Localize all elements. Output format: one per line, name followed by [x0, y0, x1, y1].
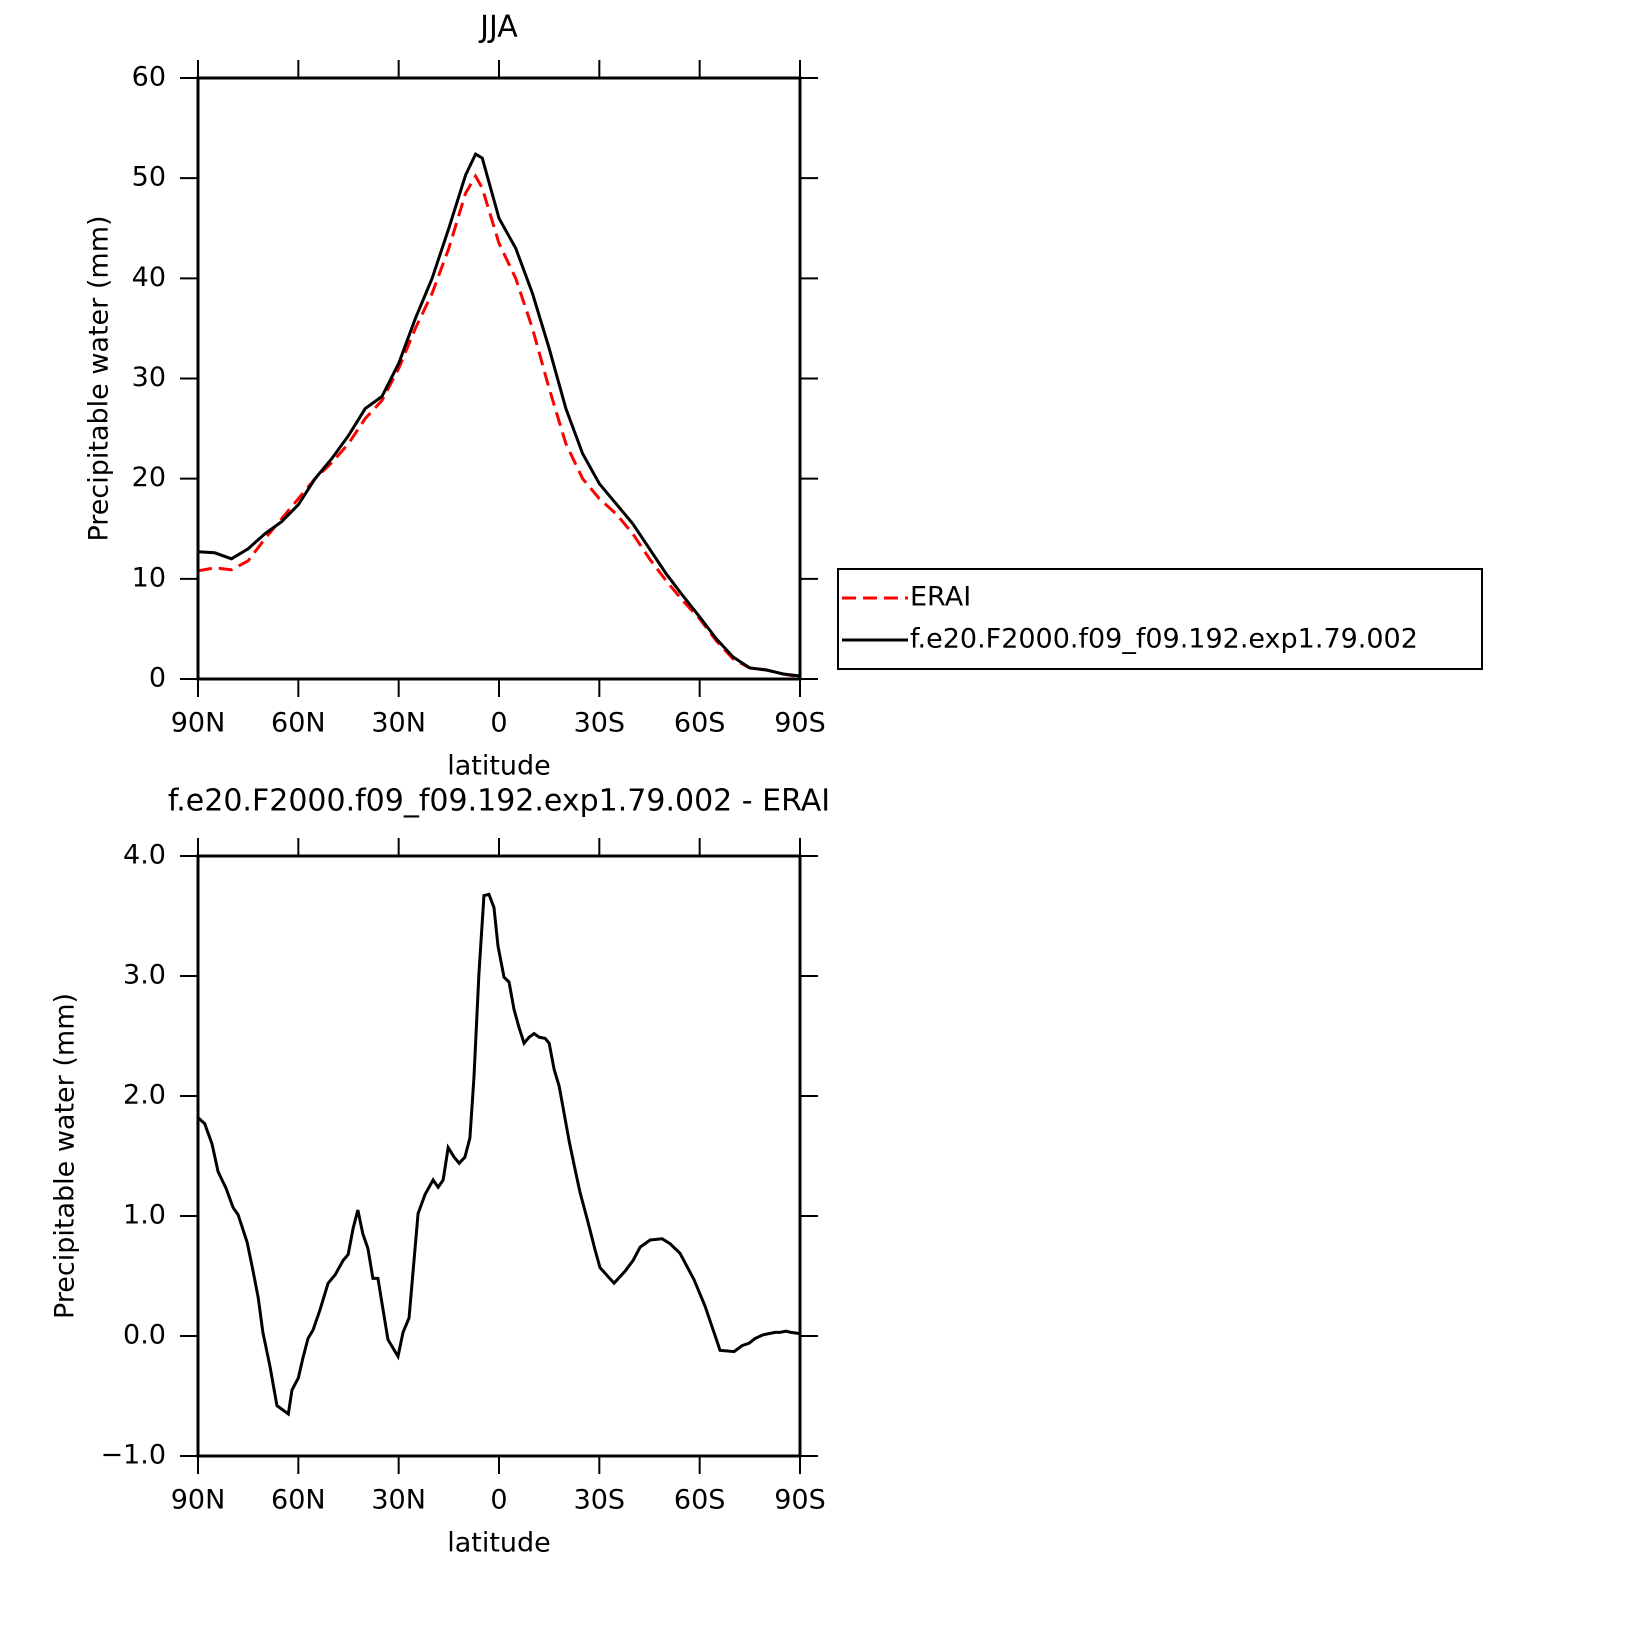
x-tick-label: 90S	[774, 1485, 826, 1516]
legend-label: f.e20.F2000.f09_f09.192.exp1.79.002	[910, 624, 1418, 655]
x-tick-label: 60S	[674, 708, 726, 739]
x-tick-label: 90N	[171, 708, 226, 739]
data-line	[197, 173, 801, 679]
y-tick-label: 2.0	[123, 1080, 166, 1111]
data-line	[196, 892, 801, 1417]
x-tick-label: 30N	[371, 1485, 426, 1516]
y-axis-label: Precipitable water (mm)	[50, 993, 81, 1319]
x-axis-label: latitude	[447, 1528, 551, 1559]
x-tick-label: 30S	[574, 1485, 626, 1516]
y-axis-label: Precipitable water (mm)	[84, 215, 115, 541]
x-tick-label: 90N	[171, 1485, 226, 1516]
y-tick-label: 50	[132, 162, 166, 193]
y-tick-label: 10	[132, 562, 166, 593]
x-tick-label: 30N	[371, 708, 426, 739]
y-tick-label: 1.0	[123, 1200, 166, 1231]
legend-label: ERAI	[910, 582, 971, 613]
x-axis-label: latitude	[447, 751, 551, 782]
x-tick-label: 60N	[271, 708, 326, 739]
x-tick-label: 60N	[271, 1485, 326, 1516]
x-tick-label: 90S	[774, 708, 826, 739]
x-tick-label: 60S	[674, 1485, 726, 1516]
x-tick-label: 30S	[574, 708, 626, 739]
y-tick-label: 60	[132, 62, 166, 93]
x-tick-label: 0	[490, 1485, 507, 1516]
y-tick-label: 20	[132, 462, 166, 493]
plot-frame	[196, 854, 802, 1458]
y-tick-label: 0	[149, 663, 166, 694]
y-tick-label: 30	[132, 362, 166, 393]
chart-title: f.e20.F2000.f09_f09.192.exp1.79.002 - ER…	[168, 784, 830, 819]
x-tick-label: 0	[490, 708, 507, 739]
chart-title: JJA	[478, 10, 518, 45]
data-line	[197, 151, 801, 678]
plot-frame	[196, 76, 802, 681]
y-tick-label: 4.0	[123, 840, 166, 871]
y-tick-label: −1.0	[100, 1440, 166, 1471]
y-tick-label: 0.0	[123, 1320, 166, 1351]
y-tick-label: 3.0	[123, 960, 166, 991]
y-tick-label: 40	[132, 262, 166, 293]
legend-box	[837, 568, 1483, 670]
